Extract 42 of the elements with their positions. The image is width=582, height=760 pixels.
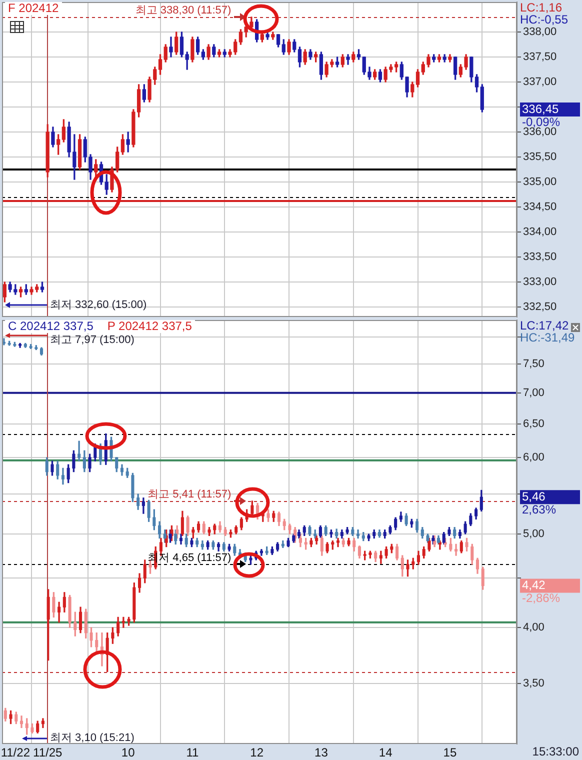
x-tick-label: 10 bbox=[121, 746, 136, 760]
x-tick-label: 14 bbox=[378, 746, 393, 760]
text: LC:1,16 bbox=[520, 0, 562, 14]
y-tick-label: 5,00 bbox=[523, 528, 544, 540]
y-tick-label: 334,00 bbox=[523, 226, 557, 238]
y-tick-label: 7,50 bbox=[523, 358, 544, 370]
y-tick-label: 336,00 bbox=[523, 126, 557, 138]
y-tick-label: 337,00 bbox=[523, 76, 557, 88]
y-tick-label: 334,50 bbox=[523, 201, 557, 214]
y-tick-label: 332,50 bbox=[523, 301, 557, 314]
y-tick-label: 335,50 bbox=[523, 151, 557, 164]
series-label: C 202412 337,5 bbox=[8, 319, 94, 333]
x-tick-label: 12 bbox=[250, 746, 264, 760]
ref-line-label: 최고 5,41 (11:57) bbox=[148, 488, 232, 500]
ref-line-label: 최고 338,30 (11:57) bbox=[135, 4, 232, 17]
y-tick-label: 7,00 bbox=[523, 386, 544, 399]
text: P 202412 337,5 bbox=[107, 319, 192, 333]
x-tick-label: 15 bbox=[443, 746, 457, 760]
text: LC:17,42 bbox=[520, 318, 570, 332]
annotation: 최저 3,10 (15:21) bbox=[50, 732, 134, 744]
annotation: 최고 7,97 (15:00) bbox=[50, 334, 134, 346]
y-tick-label: 3,50 bbox=[523, 678, 544, 690]
y-tick-label: 6,00 bbox=[523, 452, 544, 464]
y-tick-label: 337,50 bbox=[523, 51, 557, 64]
y-tick-label: 338,00 bbox=[523, 26, 557, 38]
y-tick-label: 4,00 bbox=[523, 622, 544, 634]
text: HC:-31,49 bbox=[520, 330, 576, 344]
text: 4,42 -2,86% bbox=[522, 578, 560, 606]
annotation: 최저 332,60 (15:00) bbox=[50, 299, 147, 312]
text: 336,45 -0,09% bbox=[522, 102, 560, 129]
y-tick-label: 335,00 bbox=[523, 176, 557, 188]
text: 5,46 2,63% bbox=[522, 489, 556, 516]
x-tick-label: 11/22 bbox=[0, 746, 30, 760]
y-tick-label: 333,00 bbox=[523, 276, 557, 288]
text: F 202412 bbox=[8, 1, 59, 15]
x-tick-label: 13 bbox=[314, 746, 328, 760]
text: HC:-0,55 bbox=[520, 12, 568, 26]
x-tick-label: 11/25 bbox=[33, 746, 62, 760]
x-tick-label: 11 bbox=[186, 746, 199, 760]
text: 15:33:00 bbox=[532, 744, 580, 758]
y-tick-label: 333,50 bbox=[523, 251, 557, 264]
y-tick-label: 6,50 bbox=[523, 418, 544, 430]
